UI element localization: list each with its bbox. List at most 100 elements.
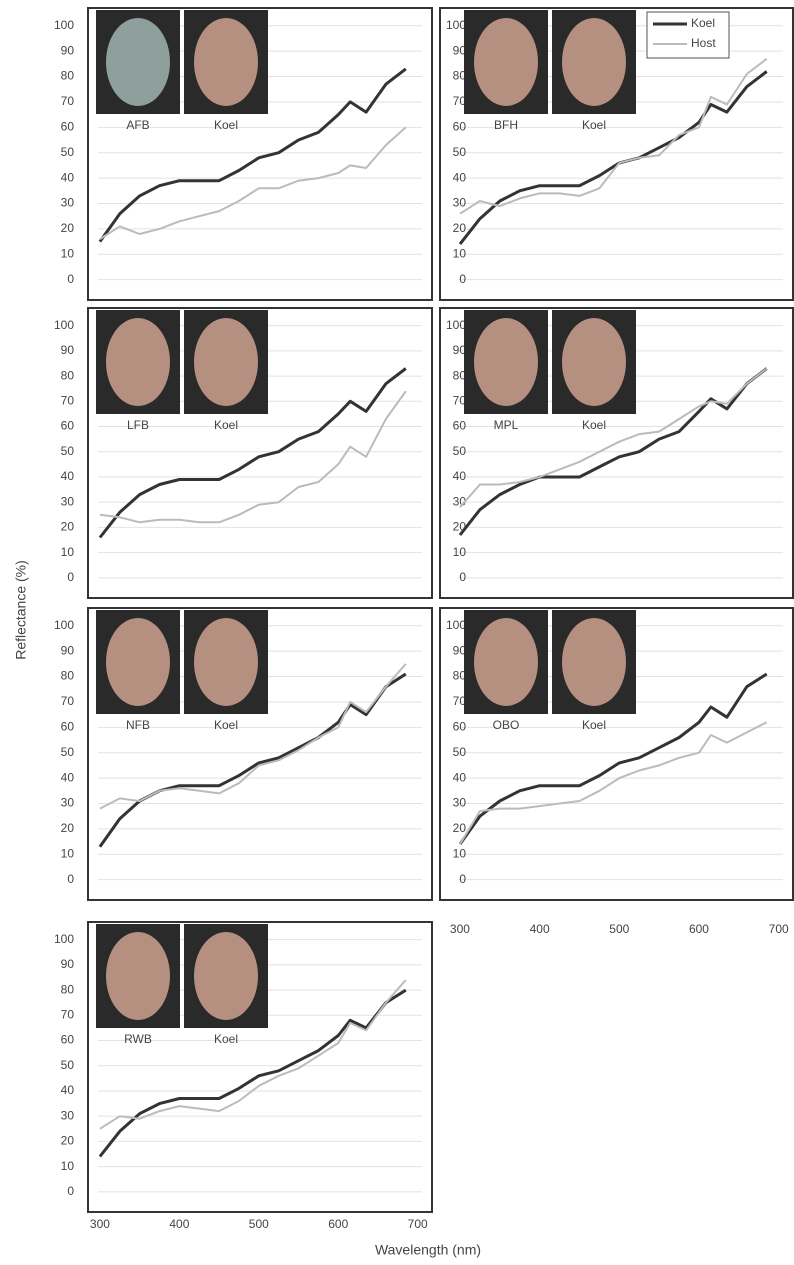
egg-label: Koel bbox=[214, 1032, 238, 1046]
x-tick-label: 300 bbox=[90, 1217, 110, 1231]
y-tick-label: 0 bbox=[459, 570, 466, 584]
y-tick-label: 10 bbox=[61, 545, 75, 559]
y-tick-label: 20 bbox=[453, 821, 467, 835]
egg bbox=[106, 18, 170, 106]
x-tick-label: 600 bbox=[328, 1217, 348, 1231]
y-tick-label: 70 bbox=[61, 94, 75, 108]
y-tick-label: 100 bbox=[446, 318, 466, 332]
panel-frame bbox=[87, 607, 433, 901]
y-tick-label: 0 bbox=[67, 872, 74, 886]
egg bbox=[194, 932, 258, 1020]
y-tick-label: 80 bbox=[61, 669, 75, 683]
y-tick-label: 50 bbox=[61, 745, 75, 759]
y-tick-label: 50 bbox=[453, 745, 467, 759]
egg bbox=[106, 932, 170, 1020]
y-tick-label: 80 bbox=[453, 669, 467, 683]
y-tick-label: 70 bbox=[453, 393, 467, 407]
y-tick-label: 60 bbox=[61, 720, 75, 734]
y-tick-label: 40 bbox=[61, 469, 75, 483]
egg-label: LFB bbox=[127, 418, 149, 432]
y-tick-label: 30 bbox=[61, 1108, 75, 1122]
egg-label: Koel bbox=[582, 118, 606, 132]
panel: 0 10 20 30 40 50 60 70 80 90 100 BFH Koel Koel Host bbox=[439, 7, 794, 301]
egg-label: MPL bbox=[494, 418, 519, 432]
egg bbox=[562, 618, 626, 706]
y-tick-label: 80 bbox=[453, 368, 467, 382]
x-tick-label: 700 bbox=[769, 922, 789, 936]
series-line bbox=[459, 721, 768, 845]
egg bbox=[474, 318, 538, 406]
egg bbox=[562, 18, 626, 106]
y-tick-label: 10 bbox=[453, 846, 467, 860]
y-tick-label: 40 bbox=[61, 170, 75, 184]
series-line bbox=[99, 663, 407, 810]
y-tick-label: 20 bbox=[61, 221, 75, 235]
y-tick-label: 30 bbox=[61, 796, 75, 810]
x-tick-label: 400 bbox=[169, 1217, 189, 1231]
egg-label: Koel bbox=[214, 418, 238, 432]
egg-label: NFB bbox=[126, 718, 150, 732]
egg bbox=[194, 318, 258, 406]
y-tick-label: 60 bbox=[61, 1033, 75, 1047]
y-tick-label: 10 bbox=[453, 246, 467, 260]
series-line bbox=[99, 390, 407, 524]
y-tick-label: 40 bbox=[453, 170, 467, 184]
egg bbox=[474, 18, 538, 106]
series-line bbox=[99, 126, 407, 240]
y-tick-label: 40 bbox=[453, 469, 467, 483]
y-tick-label: 70 bbox=[453, 94, 467, 108]
y-tick-label: 0 bbox=[459, 272, 466, 286]
egg bbox=[474, 618, 538, 706]
x-tick-label: 600 bbox=[689, 922, 709, 936]
x-tick-label: 500 bbox=[249, 1217, 269, 1231]
x-tick-label: 700 bbox=[408, 1217, 428, 1231]
x-tick-label: 400 bbox=[530, 922, 550, 936]
y-tick-label: 90 bbox=[453, 43, 467, 57]
series-line bbox=[459, 367, 768, 508]
y-tick-label: 90 bbox=[453, 343, 467, 357]
y-tick-label: 50 bbox=[61, 1058, 75, 1072]
y-tick-label: 10 bbox=[61, 246, 75, 260]
y-tick-label: 100 bbox=[54, 18, 74, 32]
egg-label: BFH bbox=[494, 118, 518, 132]
y-tick-label: 80 bbox=[453, 69, 467, 83]
egg bbox=[194, 618, 258, 706]
egg bbox=[106, 318, 170, 406]
legend-label: Host bbox=[691, 36, 716, 50]
panel: 0 10 20 30 40 50 60 70 80 90 100 AFB Koel bbox=[54, 7, 433, 301]
egg-label: Koel bbox=[214, 118, 238, 132]
panel-frame bbox=[439, 7, 794, 301]
y-tick-label: 100 bbox=[446, 618, 466, 632]
y-tick-label: 10 bbox=[453, 545, 467, 559]
y-tick-label: 100 bbox=[54, 618, 74, 632]
y-tick-label: 100 bbox=[446, 18, 466, 32]
egg-label: Koel bbox=[582, 718, 606, 732]
y-tick-label: 50 bbox=[61, 444, 75, 458]
panel: 0 10 20 30 40 50 60 70 80 90 100 NFB Koel bbox=[54, 607, 433, 901]
y-tick-label: 20 bbox=[61, 520, 75, 534]
panel-frame bbox=[439, 607, 794, 901]
egg bbox=[194, 18, 258, 106]
panel-frame bbox=[87, 307, 433, 599]
egg bbox=[562, 318, 626, 406]
egg-label: AFB bbox=[126, 118, 149, 132]
y-tick-label: 40 bbox=[453, 770, 467, 784]
y-tick-label: 60 bbox=[453, 419, 467, 433]
series-line bbox=[98, 988, 407, 1158]
y-tick-label: 10 bbox=[61, 1159, 75, 1173]
y-tick-label: 20 bbox=[61, 1134, 75, 1148]
egg-label: Koel bbox=[214, 718, 238, 732]
y-tick-label: 0 bbox=[67, 1184, 74, 1198]
y-tick-label: 30 bbox=[453, 196, 467, 210]
y-tick-label: 20 bbox=[61, 821, 75, 835]
y-tick-label: 30 bbox=[61, 494, 75, 508]
y-tick-label: 0 bbox=[67, 570, 74, 584]
y-tick-label: 90 bbox=[61, 957, 75, 971]
panel: 0 10 20 30 40 50 60 70 80 90 100 LFB Koel bbox=[54, 307, 433, 599]
egg-label: OBO bbox=[493, 718, 520, 732]
y-tick-label: 70 bbox=[61, 393, 75, 407]
y-tick-label: 30 bbox=[453, 796, 467, 810]
x-tick-label: 500 bbox=[609, 922, 629, 936]
legend-label: Koel bbox=[691, 16, 715, 30]
